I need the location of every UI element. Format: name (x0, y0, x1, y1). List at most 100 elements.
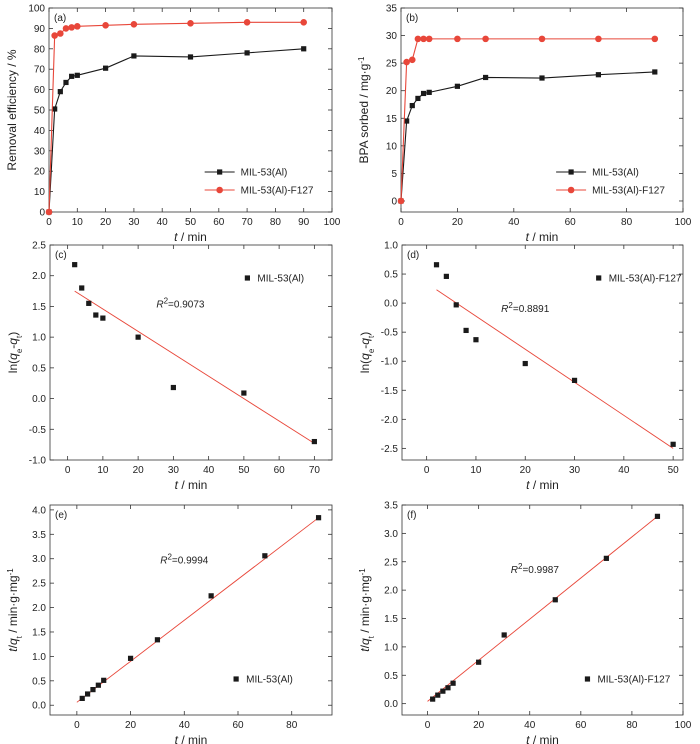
data-point (79, 285, 85, 291)
x-tick-label: 100 (324, 217, 341, 228)
legend: MIL-53(Al) MIL-53(Al)-F127 (556, 168, 665, 197)
y-tick-label: 5 (391, 169, 397, 180)
data-point (538, 35, 546, 43)
legend: MIL-53(Al) (233, 675, 293, 686)
data-point (130, 21, 138, 28)
y-tick-label: 25 (386, 59, 398, 70)
x-tick-label: 80 (621, 217, 633, 228)
data-point (154, 637, 161, 643)
y-tick-label: 1.5 (32, 302, 46, 313)
x-axis-label: t / min (175, 733, 208, 744)
series-0 (72, 262, 317, 445)
y-tick-label: 40 (34, 126, 46, 137)
data-point (45, 208, 53, 216)
y-tick-label: 1.0 (384, 642, 398, 653)
y-tick-label: 15 (386, 114, 398, 125)
y-axis-label: Removal efficiency / % (5, 49, 19, 170)
data-point (476, 659, 482, 665)
data-point (216, 186, 223, 194)
y-tick-label: 10 (34, 187, 46, 198)
x-tick-label: 20 (125, 720, 137, 731)
y-tick-label: 0.0 (384, 299, 398, 310)
data-point (425, 35, 433, 43)
y-tick-label: -2.0 (381, 415, 399, 426)
plot-frame (401, 244, 684, 461)
legend-label: MIL-53(Al) (257, 274, 304, 285)
data-point (403, 58, 410, 66)
y-tick-label: 70 (34, 65, 46, 76)
panel-label: (c) (55, 250, 67, 261)
data-point (311, 438, 317, 445)
data-point (95, 682, 101, 688)
data-point (187, 54, 194, 60)
series-0 (398, 69, 658, 204)
data-point (79, 695, 85, 701)
legend-label: MIL-53(Al) (246, 675, 293, 686)
data-point (90, 687, 96, 693)
data-point (595, 35, 602, 43)
data-point (244, 50, 250, 56)
data-point (654, 513, 661, 519)
x-axis-label: t / min (526, 230, 559, 244)
data-point (584, 676, 591, 682)
panel-label: (e) (55, 510, 67, 521)
x-tick-label: 40 (618, 465, 630, 476)
data-point (57, 89, 63, 95)
y-tick-label: 0.0 (384, 699, 398, 710)
data-point (262, 553, 268, 559)
data-point (301, 46, 307, 52)
y-tick-label: -0.5 (29, 425, 47, 436)
data-point (571, 377, 578, 383)
fit-line (76, 517, 319, 703)
y-tick-label: 80 (34, 44, 46, 55)
series-line (48, 21, 304, 213)
data-point (315, 515, 322, 521)
chart-panel-e: 0 20 40 60 80 0.0 0.5 1.0 1.5 2.0 2.5 3.0 3.5 4.0 t / … (6, 504, 333, 744)
x-tick-label: 0 (65, 465, 71, 476)
legend-label: MIL-53(Al) (592, 168, 639, 179)
y-tick-label: -0.5 (381, 328, 399, 339)
data-point (501, 632, 507, 638)
data-point (670, 441, 676, 447)
data-point (217, 169, 223, 175)
plot-frame (400, 7, 684, 213)
x-tick-label: 50 (238, 465, 250, 476)
x-tick-label: 60 (575, 720, 587, 731)
series-0 (430, 513, 661, 702)
y-tick-label: 35 (386, 4, 398, 15)
chart-panel-f: 0 20 40 60 80 100 0.0 0.5 1.0 1.5 2.0 2.5 3.0 3.5 t / … (358, 501, 692, 744)
x-tick-label: 80 (270, 217, 282, 228)
x-tick-label: 80 (626, 720, 638, 731)
y-tick-label: -1.0 (29, 456, 47, 467)
x-tick-label: 10 (470, 465, 482, 476)
y-tick-label: 1.0 (32, 652, 46, 663)
y-tick-label: 1.0 (32, 333, 46, 344)
y-tick-label: 30 (386, 31, 398, 42)
fit-line (74, 290, 315, 444)
data-point (426, 89, 432, 95)
x-tick-label: 60 (274, 465, 286, 476)
x-tick-label: 100 (675, 217, 692, 228)
data-point (72, 262, 78, 268)
legend-label: MIL-53(Al)-F127 (609, 274, 682, 285)
x-tick-label: 0 (425, 720, 431, 731)
x-axis-label: t / min (175, 478, 208, 492)
x-tick-label: 0 (398, 217, 404, 228)
data-point (397, 197, 405, 205)
legend: MIL-53(Al)-F127 (584, 675, 671, 686)
x-tick-label: 40 (203, 465, 215, 476)
legend-label: MIL-53(Al) (241, 168, 288, 179)
data-point (420, 35, 427, 43)
series-1 (45, 18, 308, 216)
data-point (208, 593, 214, 599)
y-tick-label: 1.0 (384, 241, 398, 252)
series-0 (433, 262, 676, 447)
data-point (68, 24, 75, 31)
y-tick-label: 0.0 (32, 394, 46, 405)
x-tick-label: 20 (520, 465, 532, 476)
legend: MIL-53(Al)-F127 (596, 274, 682, 285)
x-tick-label: 0 (74, 720, 80, 731)
data-point (102, 22, 109, 29)
data-point (420, 90, 427, 97)
